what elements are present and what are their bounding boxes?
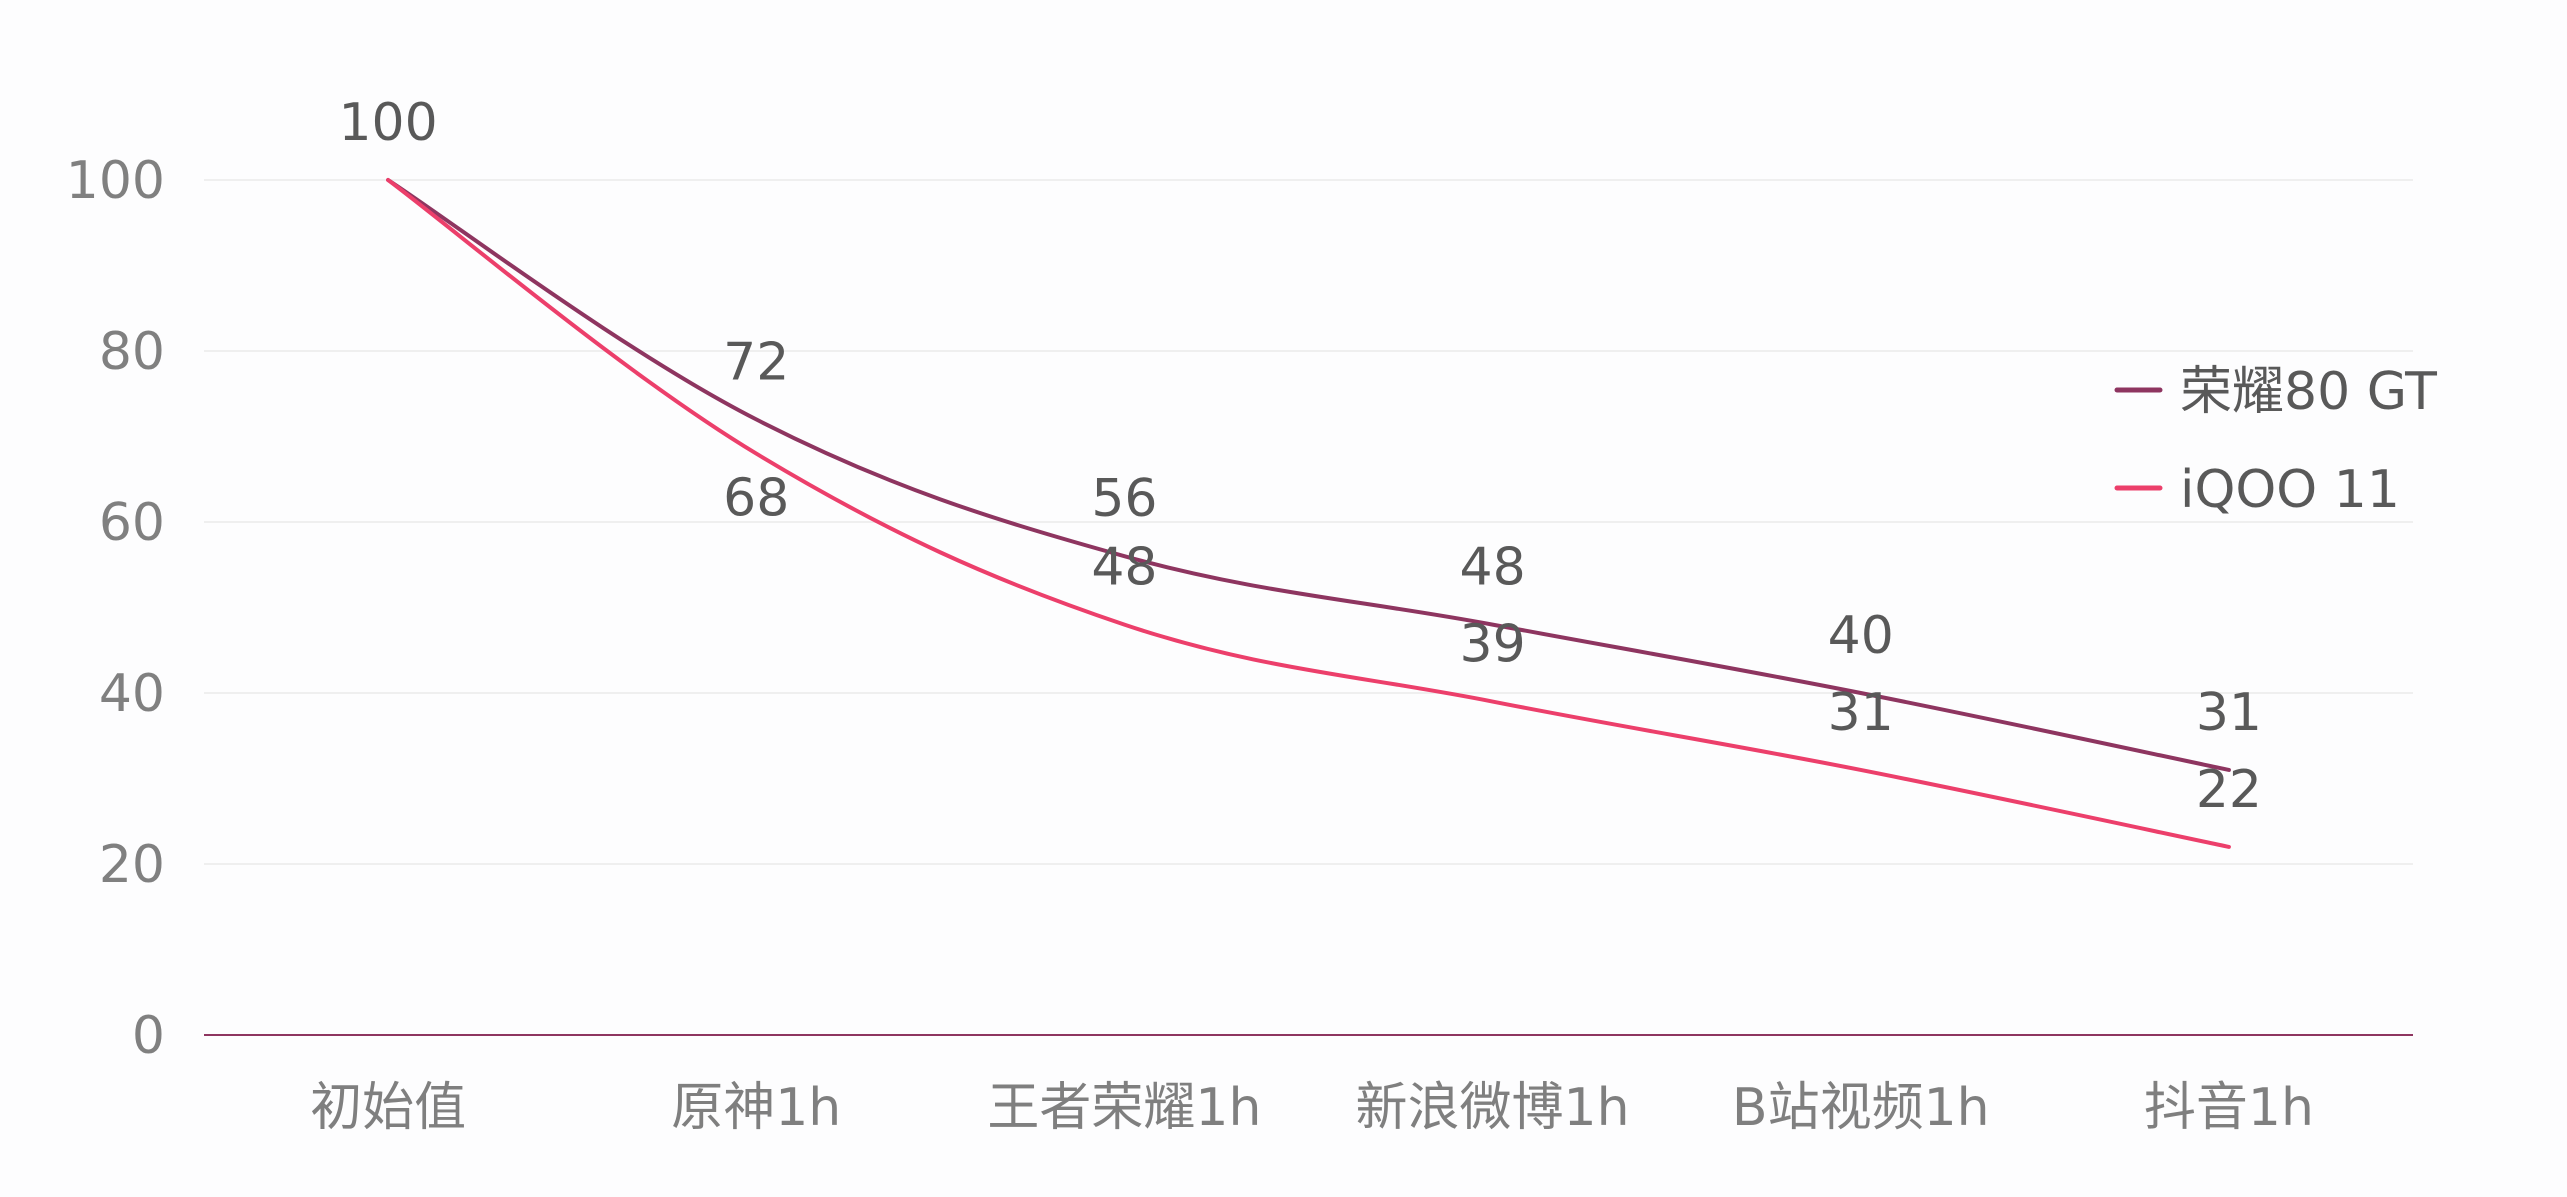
x-category-label: 新浪微博1h	[1356, 1078, 1630, 1138]
data-label: 48	[1091, 538, 1157, 598]
data-label: 72	[723, 332, 789, 392]
x-category-label: B站视频1h	[1732, 1078, 1990, 1138]
y-axis-ticks: 0 20 40 60 80 100	[66, 151, 165, 1066]
data-label: 48	[1459, 538, 1525, 598]
data-label: 22	[2196, 760, 2262, 820]
y-tick-label: 100	[66, 151, 165, 211]
data-labels: 100 72 56 48 40 31 68 48 39 31 22	[338, 93, 2262, 820]
legend: 荣耀80 GT iQOO 11	[2114, 362, 2437, 520]
series-line-1	[386, 178, 2231, 849]
series-line-0	[386, 178, 2231, 772]
y-tick-label: 20	[99, 835, 165, 895]
y-tick-label: 60	[99, 493, 165, 553]
data-label: 31	[1828, 683, 1894, 743]
series-lines	[386, 178, 2231, 849]
data-label: 56	[1091, 469, 1157, 529]
data-label: 68	[723, 469, 789, 529]
x-category-label: 原神1h	[671, 1078, 841, 1138]
gridlines	[204, 179, 2413, 865]
legend-label: iQOO 11	[2180, 460, 2400, 520]
data-label: 39	[1459, 615, 1525, 675]
y-tick-label: 40	[99, 664, 165, 724]
data-label: 40	[1828, 606, 1894, 666]
x-category-label: 抖音1h	[2144, 1078, 2314, 1138]
y-tick-label: 0	[132, 1006, 165, 1066]
y-tick-label: 80	[99, 322, 165, 382]
data-label: 100	[338, 93, 437, 153]
x-axis-categories: 初始值 原神1h 王者荣耀1h 新浪微博1h B站视频1h 抖音1h	[310, 1078, 2314, 1138]
x-category-label: 王者荣耀1h	[987, 1078, 1261, 1138]
data-label: 31	[2196, 683, 2262, 743]
legend-label: 荣耀80 GT	[2180, 362, 2437, 422]
x-category-label: 初始值	[310, 1078, 466, 1138]
